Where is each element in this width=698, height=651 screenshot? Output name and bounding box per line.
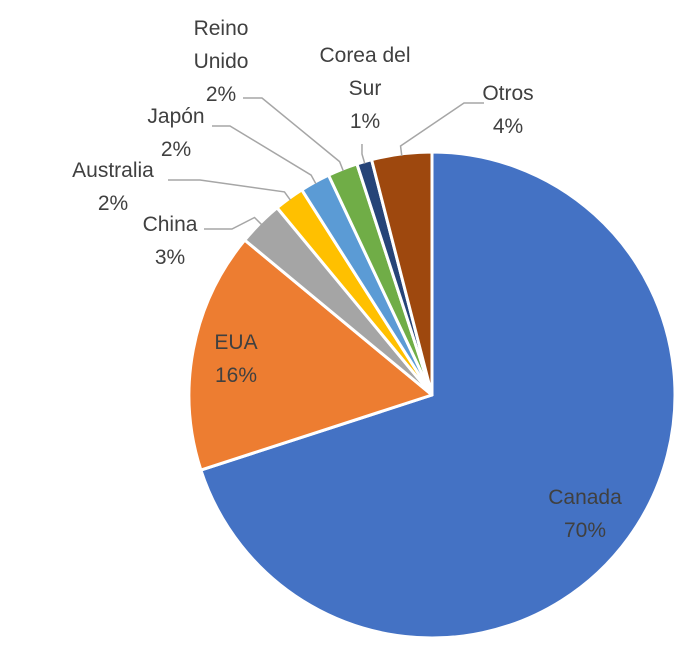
slice-category-label-japon: Japón	[147, 105, 204, 128]
slice-category-label-eua: EUA	[214, 331, 257, 354]
slice-category-label-china: China	[143, 213, 198, 236]
slice-category-label-australia: Australia	[72, 159, 154, 182]
slice-value-label-japon: 2%	[161, 138, 191, 161]
slice-value-label-corea-del-sur: 1%	[350, 110, 380, 133]
leader-line-china	[204, 216, 263, 230]
leader-line-corea-del-sur	[361, 143, 366, 164]
slice-value-label-eua: 16%	[215, 364, 257, 387]
slice-value-label-china: 3%	[155, 246, 185, 269]
slice-value-label-reino-unido: 2%	[206, 83, 236, 106]
leader-line-japon	[212, 125, 317, 185]
slice-value-label-canada: 70%	[564, 519, 606, 542]
slice-category-label-reino-unido: Reino	[194, 17, 249, 40]
pie-slice-canada	[199, 150, 677, 640]
slice-value-label-otros: 4%	[493, 115, 523, 138]
pie-slice-eua	[187, 238, 434, 472]
slice-category-label-reino-unido: Unido	[194, 50, 249, 73]
slice-category-label-corea-del-sur: Sur	[349, 77, 382, 100]
leader-line-reino-unido	[243, 97, 344, 172]
slice-value-label-australia: 2%	[98, 192, 128, 215]
leader-lines	[168, 97, 484, 230]
leader-line-otros	[399, 102, 484, 156]
slice-category-label-canada: Canada	[548, 486, 622, 509]
leader-line-australia	[168, 179, 291, 201]
slice-category-label-otros: Otros	[482, 82, 533, 105]
pie-slices	[187, 150, 677, 640]
slice-category-label-corea-del-sur: Corea del	[319, 44, 410, 67]
slice-labels: Canada70%EUA16%China3%Australia2%Japón2%…	[72, 17, 622, 542]
